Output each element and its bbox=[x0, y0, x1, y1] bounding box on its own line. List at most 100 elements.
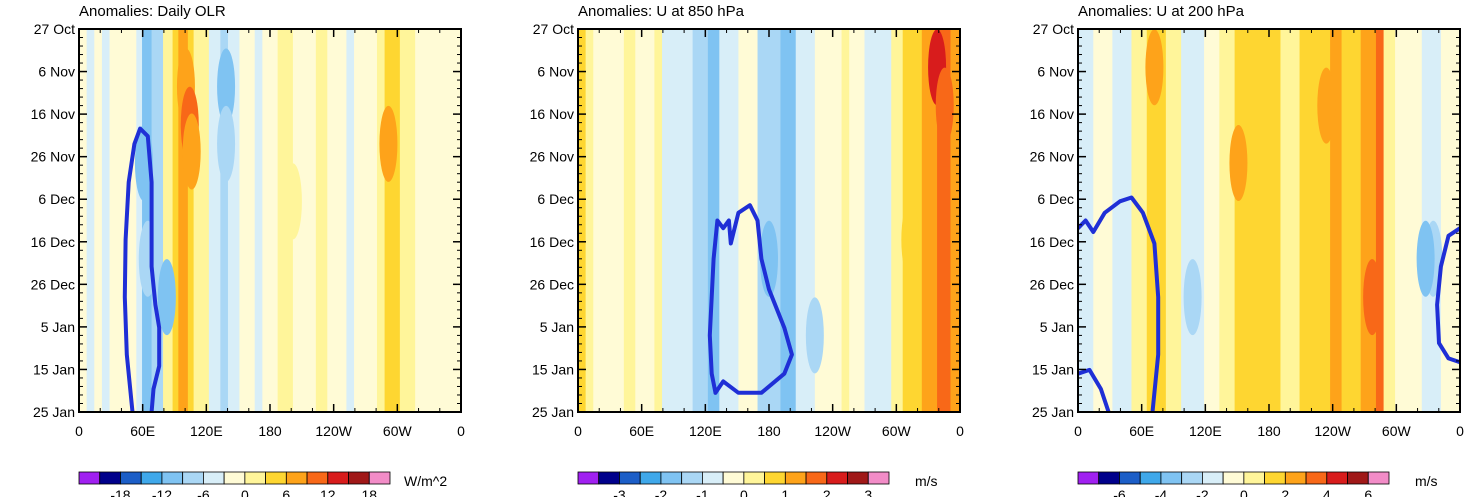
y-tick-label: 6 Nov bbox=[537, 64, 574, 80]
x-tick-label: 180 bbox=[1257, 423, 1281, 439]
y-tick-label: 26 Dec bbox=[1030, 276, 1074, 292]
colorbar-swatch bbox=[598, 471, 620, 485]
y-tick-label: 15 Jan bbox=[532, 361, 574, 377]
heatmap-band bbox=[780, 29, 797, 412]
colorbar-swatch bbox=[161, 471, 184, 485]
heatmap-band bbox=[193, 29, 210, 412]
heatmap-blob bbox=[1416, 220, 1435, 297]
x-tick-label: 60E bbox=[1129, 423, 1154, 439]
colorbar-label: -4 bbox=[1155, 487, 1168, 497]
y-tick-label: 6 Dec bbox=[537, 191, 574, 207]
heatmap-band bbox=[891, 29, 904, 412]
colorbar-swatch bbox=[681, 471, 703, 485]
colorbar: -3 -2 -1 0 1 2 3 m/s bbox=[577, 471, 938, 497]
heatmap-band bbox=[1440, 29, 1460, 412]
heatmap-blob bbox=[1183, 259, 1202, 336]
heatmap-band bbox=[1093, 29, 1113, 412]
colorbar-swatch bbox=[1367, 471, 1390, 485]
colorbar-swatch bbox=[867, 471, 890, 485]
heatmap-band bbox=[327, 29, 347, 412]
heatmap-band bbox=[142, 29, 153, 412]
heatmap-band bbox=[585, 29, 594, 412]
colorbar-label: 0 bbox=[740, 487, 748, 497]
x-tick-label: 0 bbox=[574, 423, 582, 439]
heatmap-blob bbox=[217, 105, 236, 182]
heatmap-band bbox=[635, 29, 655, 412]
heatmap-band bbox=[1204, 29, 1220, 412]
heatmap-band bbox=[864, 29, 892, 412]
heatmap-band bbox=[187, 29, 195, 412]
heatmap-band bbox=[1234, 29, 1282, 412]
colorbar-swatch bbox=[1264, 471, 1286, 485]
heatmap-band bbox=[136, 29, 143, 412]
heatmap-band bbox=[654, 29, 663, 412]
colorbar-label: 3 bbox=[864, 487, 872, 497]
colorbar-swatch bbox=[1326, 471, 1348, 485]
chart-title: Anomalies: Daily OLR bbox=[79, 3, 226, 20]
colorbar-label: -12 bbox=[152, 487, 172, 497]
colorbar-swatch bbox=[120, 471, 142, 485]
colorbar-swatch bbox=[223, 471, 246, 485]
x-tick-label: 60W bbox=[383, 423, 413, 439]
colorbar-label: 18 bbox=[361, 487, 377, 497]
heatmap-blob bbox=[1145, 29, 1164, 106]
colorbar-swatch bbox=[826, 471, 848, 485]
heatmap-blob bbox=[1317, 67, 1336, 144]
y-tick-label: 16 Nov bbox=[1030, 106, 1074, 122]
heatmap-band bbox=[841, 29, 850, 412]
colorbar-swatch bbox=[1284, 471, 1307, 485]
contour-line bbox=[122, 126, 162, 412]
heatmap-band bbox=[172, 29, 179, 412]
x-tick-label: 120W bbox=[814, 423, 851, 439]
colorbar-swatch bbox=[1202, 471, 1224, 485]
colorbar-swatch bbox=[306, 471, 329, 485]
y-tick-label: 25 Jan bbox=[1032, 404, 1074, 420]
heatmap-band bbox=[623, 29, 636, 412]
heatmap-band bbox=[109, 29, 137, 412]
y-tick-label: 25 Jan bbox=[532, 404, 574, 420]
heatmap-band bbox=[578, 29, 587, 412]
heatmap-band bbox=[292, 29, 317, 412]
colorbar-swatch bbox=[784, 471, 807, 485]
y-tick-label: 16 Nov bbox=[530, 106, 574, 122]
colorbar-swatch bbox=[285, 471, 308, 485]
heatmap-blob bbox=[283, 163, 302, 240]
contour-line bbox=[1078, 367, 1111, 412]
colorbar-swatch bbox=[743, 471, 765, 485]
contour-line bbox=[1078, 195, 1161, 412]
heatmap-band bbox=[354, 29, 378, 412]
y-tick-label: 26 Dec bbox=[31, 276, 75, 292]
y-tick-label: 26 Nov bbox=[1030, 149, 1074, 165]
colorbar-swatch bbox=[182, 471, 204, 485]
y-tick-label: 16 Dec bbox=[530, 234, 574, 250]
colorbar-label: 12 bbox=[320, 487, 336, 497]
colorbar-label: 0 bbox=[241, 487, 249, 497]
heatmap-band bbox=[208, 29, 221, 412]
y-tick-label: 5 Jan bbox=[1040, 319, 1074, 335]
y-tick-label: 15 Jan bbox=[33, 361, 75, 377]
y-tick-label: 6 Nov bbox=[38, 64, 75, 80]
x-tick-label: 60E bbox=[130, 423, 155, 439]
colorbar-swatch bbox=[660, 471, 683, 485]
x-tick-label: 0 bbox=[457, 423, 465, 439]
heatmap-blob bbox=[805, 297, 824, 374]
heatmap-band bbox=[1383, 29, 1396, 412]
heatmap-band bbox=[254, 29, 263, 412]
heatmap-band bbox=[1341, 29, 1362, 412]
heatmap-band bbox=[738, 29, 759, 412]
x-tick-label: 120E bbox=[1189, 423, 1222, 439]
y-tick-label: 26 Nov bbox=[31, 149, 75, 165]
chart-title: Anomalies: U at 850 hPa bbox=[578, 3, 745, 20]
y-tick-label: 27 Oct bbox=[533, 21, 574, 37]
heatmap-band bbox=[384, 29, 401, 412]
heatmap-band bbox=[399, 29, 416, 412]
x-tick-label: 120W bbox=[315, 423, 352, 439]
heatmap-band bbox=[849, 29, 866, 412]
chart-title: Anomalies: U at 200 hPa bbox=[1078, 3, 1245, 20]
heatmap-blob bbox=[217, 48, 236, 125]
heatmap-band bbox=[262, 29, 279, 412]
heatmap-blob bbox=[901, 201, 920, 278]
colorbar-swatch bbox=[327, 471, 349, 485]
heatmap-band bbox=[163, 29, 174, 412]
